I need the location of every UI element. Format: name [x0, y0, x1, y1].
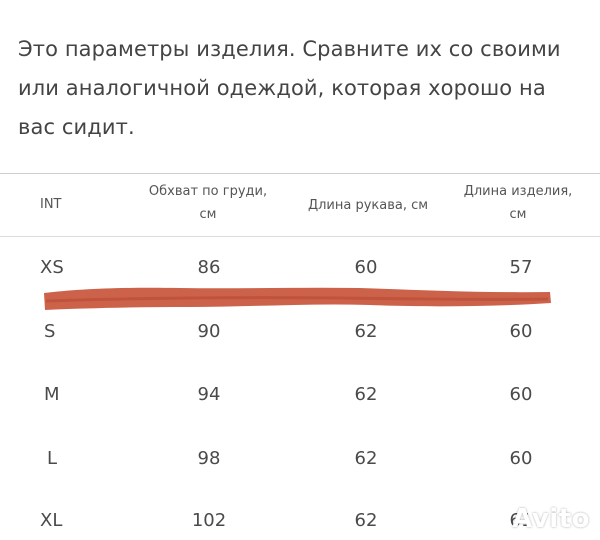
length-cell: 60 [509, 321, 533, 342]
length-cell: 60 [509, 384, 533, 405]
length-cell: 60 [509, 448, 533, 469]
chest-cell: 90 [197, 321, 221, 342]
avito-watermark: Avito [512, 504, 590, 534]
header-chest: Обхват по груди, см [133, 180, 283, 226]
highlight-strike-mark [44, 287, 551, 310]
header-chest-line1: Обхват по груди, [148, 184, 268, 199]
size-cell: XL [40, 510, 63, 531]
header-length: Длина изделия, см [448, 180, 588, 226]
table-top-divider [0, 173, 600, 174]
header-length-line2: см [509, 207, 527, 222]
intro-text: Это параметры изделия. Сравните их со св… [18, 37, 561, 139]
length-cell: 61 [509, 510, 533, 531]
header-length-line1: Длина изделия, [463, 184, 573, 199]
chest-cell: 102 [191, 510, 227, 531]
header-int: INT [40, 197, 62, 212]
sleeve-cell: 62 [354, 384, 378, 405]
size-cell: M [44, 384, 60, 405]
sleeve-cell: 62 [354, 448, 378, 469]
sleeve-cell: 60 [354, 257, 378, 278]
size-cell: S [44, 321, 56, 342]
sleeve-cell: 62 [354, 321, 378, 342]
chest-cell: 98 [197, 448, 221, 469]
length-cell: 57 [509, 257, 533, 278]
size-cell: XS [40, 257, 64, 278]
chest-cell: 94 [197, 384, 221, 405]
table-header-divider [0, 236, 600, 237]
header-chest-line2: см [199, 207, 217, 222]
sleeve-cell: 62 [354, 510, 378, 531]
size-cell: L [47, 448, 58, 469]
header-sleeve: Длина рукава, см [307, 198, 429, 213]
chest-cell: 86 [197, 257, 221, 278]
